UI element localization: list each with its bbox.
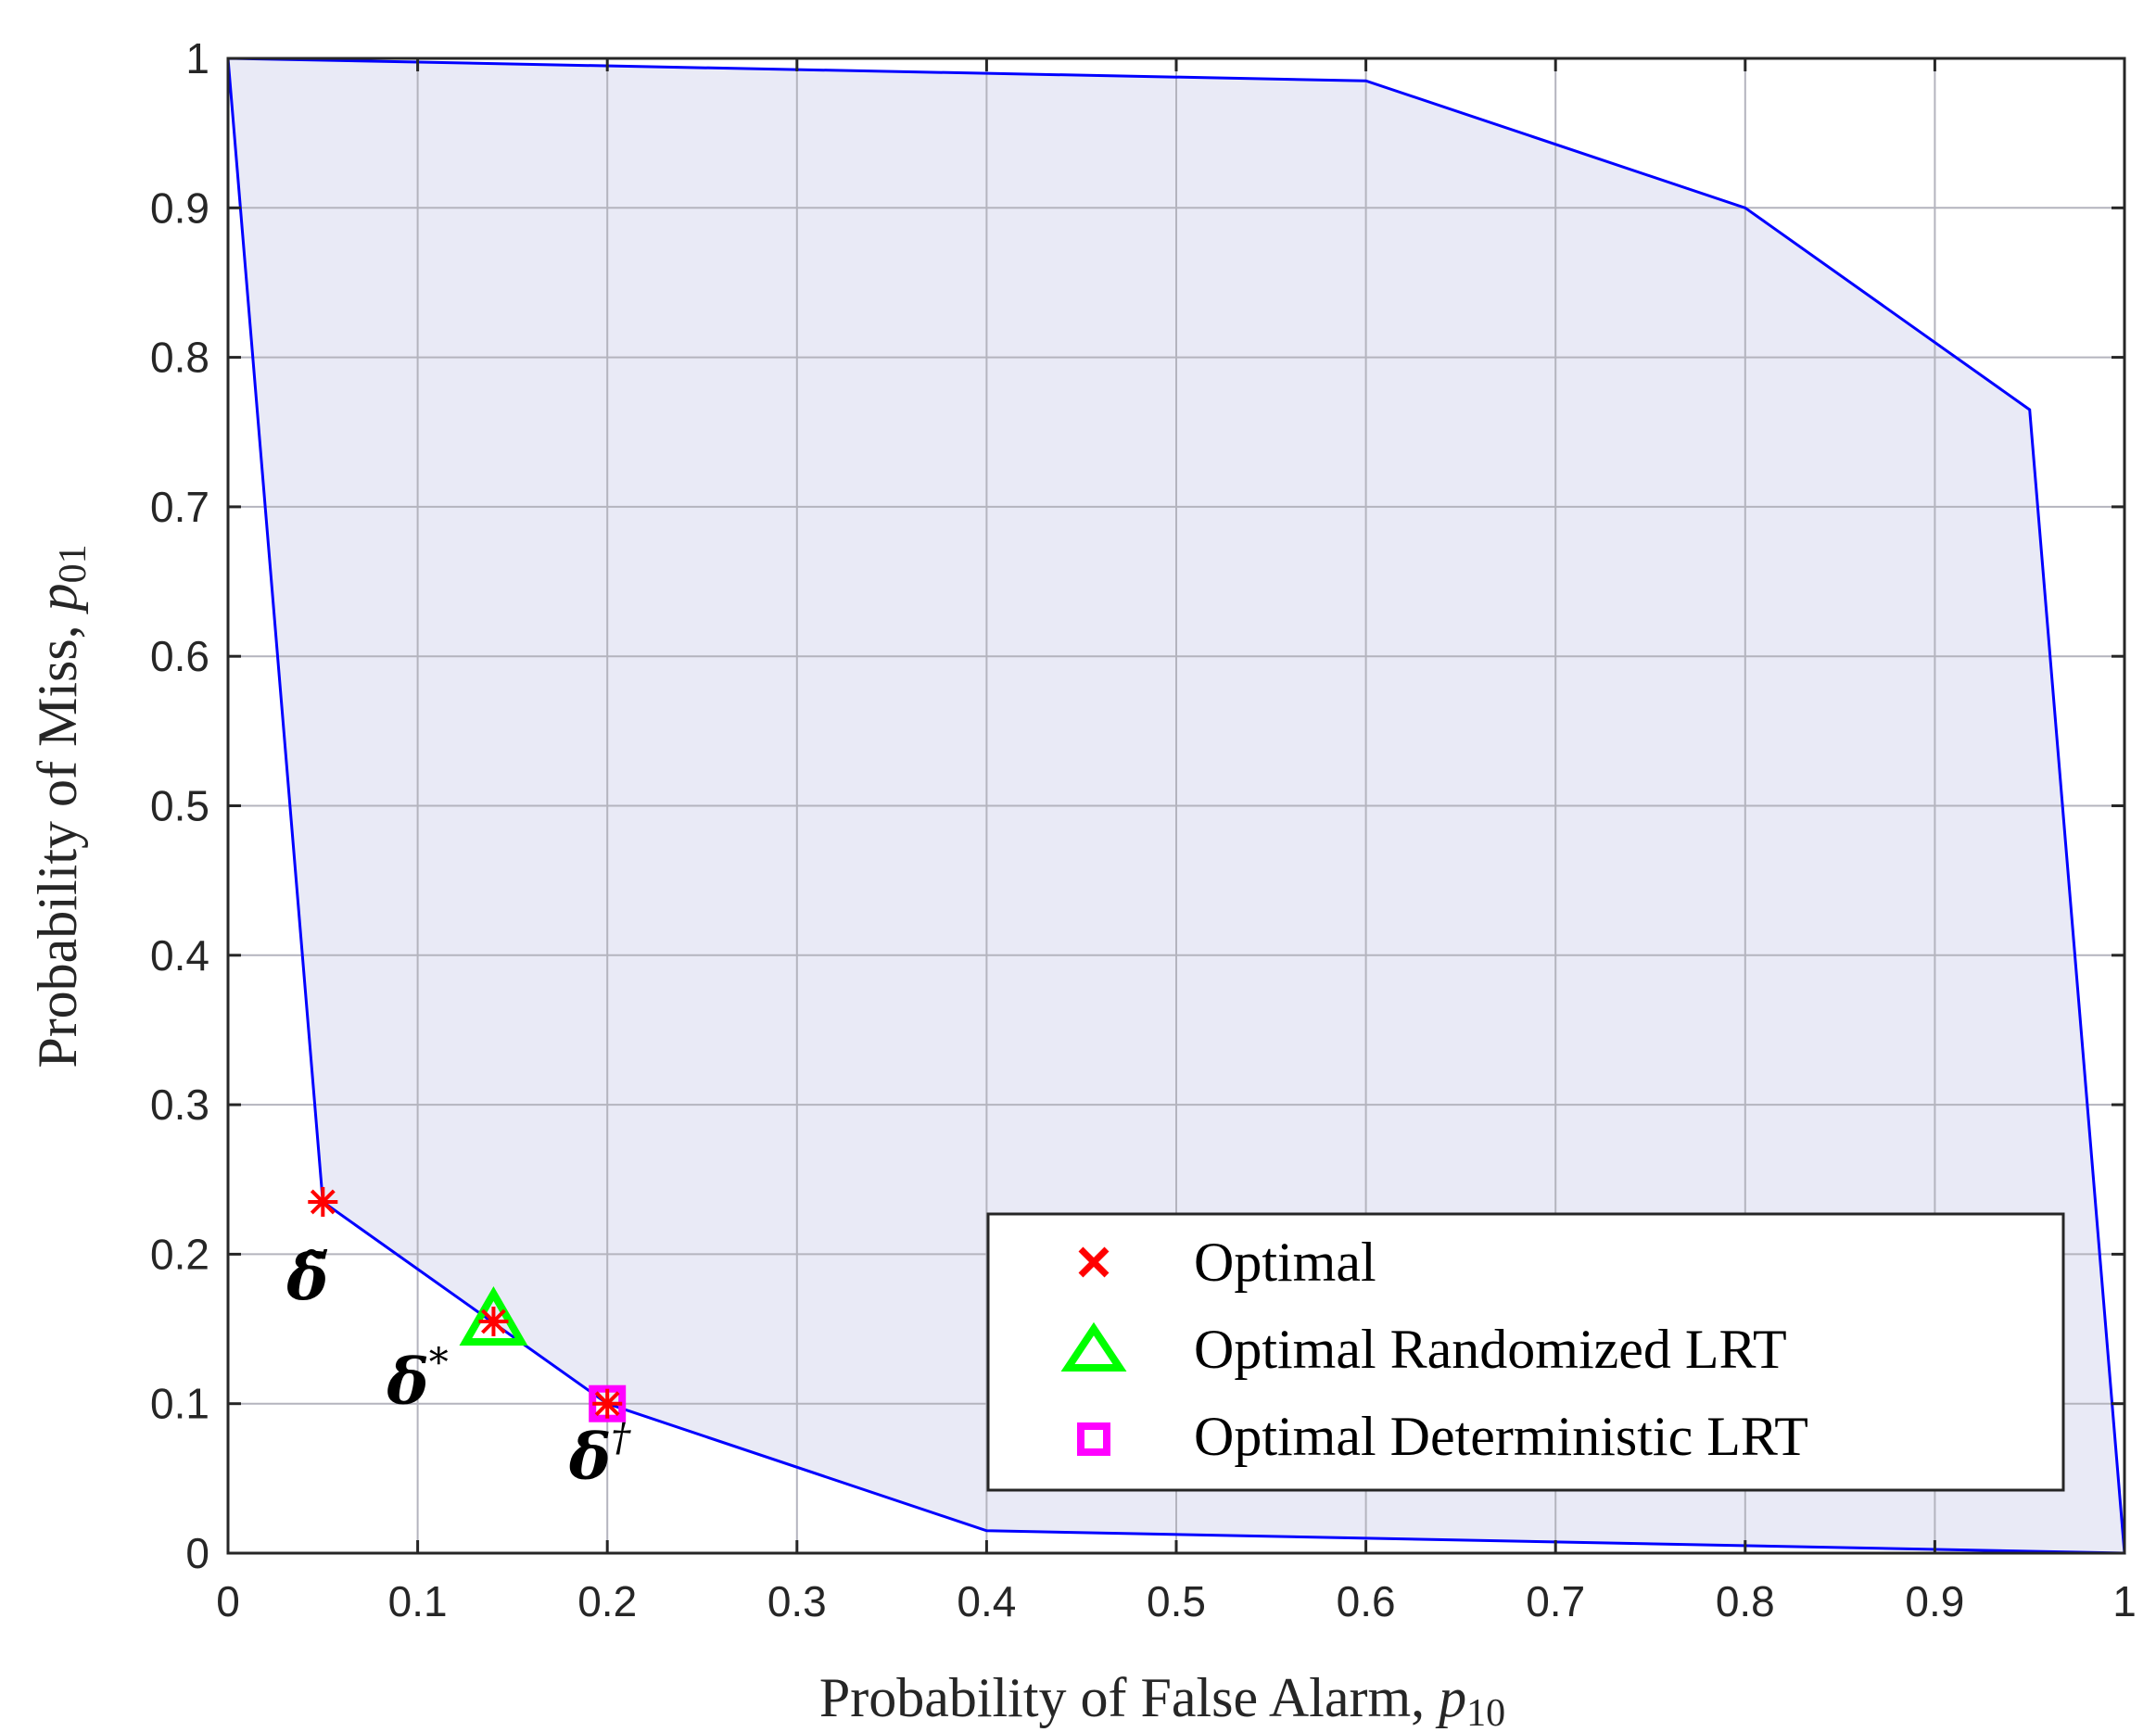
annotations: δ̃δ*δ† (285, 1241, 631, 1495)
annotation-superscript: † (611, 1414, 631, 1460)
x-tick-label: 0.4 (957, 1577, 1016, 1625)
plot-area (226, 57, 2126, 1555)
annotation-delta: δ† (568, 1414, 631, 1494)
x-tick-label: 0 (216, 1577, 240, 1625)
x-tick-label: 0.6 (1337, 1577, 1396, 1625)
x-axis-label-subscript: 10 (1466, 1692, 1505, 1732)
marker-randomized-lrt (459, 1285, 528, 1346)
data-markers (308, 1186, 627, 1422)
x-tick-label: 0.5 (1147, 1577, 1206, 1625)
legend: Optimal Optimal Randomized LRT Optimal D… (986, 1212, 2065, 1492)
legend-label-deterministic: Optimal Deterministic LRT (1194, 1406, 1808, 1467)
x-tick-label: 0.7 (1526, 1577, 1585, 1625)
annotation-symbol: δ̃ (285, 1241, 328, 1315)
legend-box (986, 1212, 2065, 1492)
legend-marker-deterministic (1077, 1422, 1110, 1456)
x-tick-label: 0.3 (767, 1577, 827, 1625)
annotation-delta: δ* (386, 1340, 448, 1420)
x-tick-label: 0.9 (1905, 1577, 1964, 1625)
y-tick-label: 0.6 (150, 632, 209, 680)
x-axis-label-variable: p (1435, 1667, 1466, 1728)
y-axis-label-text: Probability of Miss, (27, 611, 88, 1068)
annotation-symbol: δ (386, 1346, 428, 1420)
x-axis-label-text: Probability of False Alarm, (819, 1667, 1439, 1728)
x-axis-label: Probability of False Alarm, p10 (819, 1667, 1505, 1732)
x-tick-label: 0.1 (388, 1577, 448, 1625)
annotation-superscript: * (429, 1340, 449, 1385)
y-tick-label: 0.1 (150, 1380, 209, 1428)
legend-marker-optimal (1078, 1246, 1110, 1278)
y-tick-label: 0 (185, 1529, 209, 1577)
y-tick-label: 1 (185, 34, 209, 82)
legend-label-randomized: Optimal Randomized LRT (1194, 1319, 1787, 1380)
y-axis-label: Probability of Miss, p01 (27, 544, 95, 1068)
x-tick-label: 0.8 (1716, 1577, 1775, 1625)
y-axis-label-variable: p (27, 583, 88, 614)
legend-label-optimal: Optimal (1194, 1232, 1376, 1293)
y-tick-label: 0.2 (150, 1230, 209, 1278)
x-axis-ticks: 0 0.1 0.2 0.3 0.4 0.5 0.6 0.7 0.8 0.9 1 (216, 58, 2137, 1625)
legend-marker-randomized (1060, 1321, 1127, 1372)
x-tick-label: 1 (2112, 1577, 2137, 1625)
annotation-symbol: δ (568, 1420, 611, 1494)
marker-optimal (308, 1186, 338, 1217)
y-tick-label: 0.3 (150, 1081, 209, 1129)
y-axis-label-subscript: 01 (52, 544, 95, 583)
y-tick-label: 0.4 (150, 931, 209, 980)
y-tick-label: 0.9 (150, 183, 209, 232)
y-tick-label: 0.7 (150, 483, 209, 531)
marker-optimal (592, 1388, 623, 1419)
marker-optimal (478, 1306, 509, 1336)
y-tick-label: 0.8 (150, 334, 209, 382)
y-tick-label: 0.5 (150, 782, 209, 830)
x-tick-label: 0.2 (577, 1577, 637, 1625)
annotation-delta: δ̃ (285, 1241, 328, 1315)
y-axis-ticks: 0 0.1 0.2 0.3 0.4 0.5 0.6 0.7 0.8 0.9 1 (150, 34, 2124, 1577)
